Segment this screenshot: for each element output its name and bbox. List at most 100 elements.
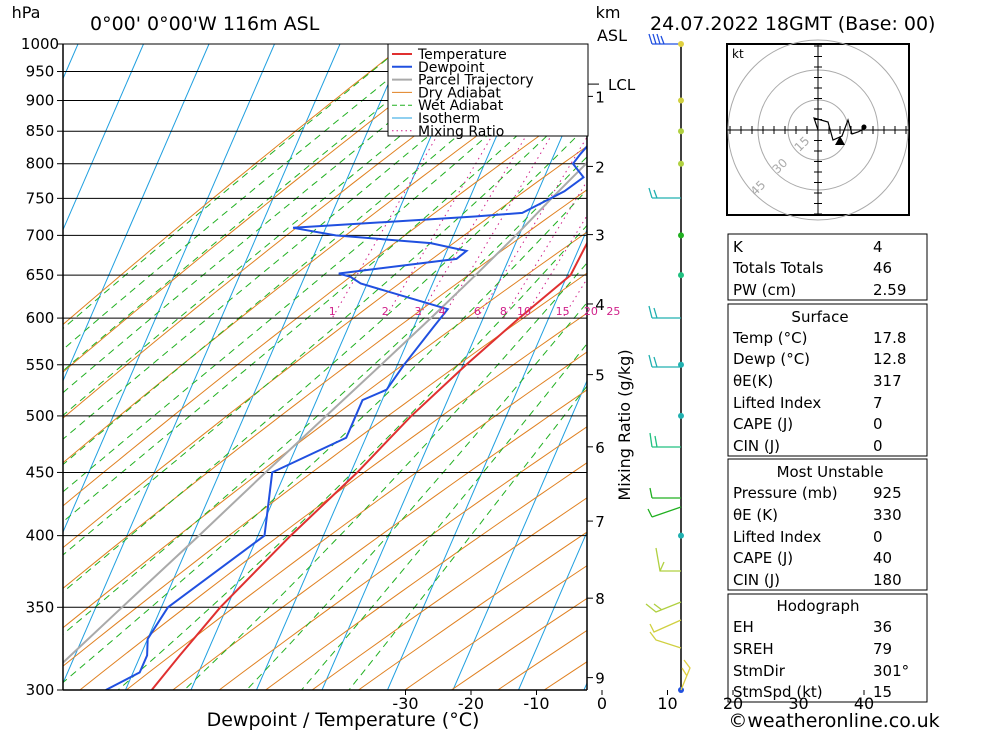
mu-cin-value: 180 — [873, 571, 902, 589]
mu-lifted-index-value: 0 — [873, 528, 883, 546]
isotherm-line — [63, 44, 144, 231]
wind-barb — [655, 547, 681, 572]
pressure-label: 500 — [26, 407, 55, 425]
km-unit-label: km — [596, 3, 621, 22]
hpa-unit-label: hPa — [12, 3, 41, 22]
wet-adiabat-line — [117, 224, 587, 690]
wind-level-dot — [678, 41, 684, 47]
indices-table: K 4 Totals Totals 46 PW (cm) 2.59 Surfac… — [727, 233, 928, 703]
mixing-ratio-label: 3 — [415, 305, 422, 318]
wind-barb — [680, 659, 691, 691]
wind-barb — [648, 354, 681, 368]
mu-cape-value: 40 — [873, 549, 892, 567]
copyright-text: ©weatheronline.co.uk — [728, 710, 939, 732]
dry-adiabat-line — [218, 426, 587, 690]
mixing-ratio-axis-label: Mixing Ratio (g/kg) — [615, 349, 634, 500]
wet-adiabat-line — [63, 96, 587, 556]
wet-adiabat-line — [63, 44, 485, 394]
legend-entry: Isotherm — [418, 111, 480, 127]
wind-barb — [649, 432, 681, 448]
surface-dewp-value: 12.8 — [873, 350, 906, 368]
km-tick-label: 3 — [595, 227, 605, 245]
pressure-label: 900 — [26, 92, 55, 110]
parcel-trajectory-line — [63, 161, 587, 664]
hodograph: kt 15 30 45 — [726, 39, 910, 221]
km-tick-label: 4 — [595, 296, 605, 314]
eh-label: EH — [733, 618, 754, 636]
pw-label: PW (cm) — [733, 281, 796, 299]
wet-adiabat-line — [246, 301, 587, 690]
mu-cape-label: CAPE (J) — [733, 549, 793, 567]
surface-cin-label: CIN (J) — [733, 437, 780, 455]
isotherm-line — [0, 44, 13, 690]
mixing-ratio-label: 25 — [606, 305, 620, 318]
legend-entry: Parcel Trajectory — [418, 73, 534, 89]
wet-adiabat-line — [63, 45, 587, 493]
isotherm-line — [518, 530, 587, 690]
mixing-ratio-label: 6 — [474, 305, 481, 318]
legend-box — [387, 43, 589, 137]
km-tick-label: 1 — [595, 88, 605, 106]
wind-level-dot — [678, 412, 684, 419]
k-index-value: 4 — [873, 238, 883, 256]
mixing-ratio-line — [384, 44, 547, 319]
hodograph-unit-label: kt — [732, 47, 744, 61]
most-unstable-box — [727, 458, 928, 591]
wind-level-dot — [678, 532, 684, 539]
pressure-label: 950 — [26, 63, 55, 81]
wet-adiabat-line — [63, 44, 564, 466]
surface-box — [727, 303, 928, 457]
location-title: 0°00' 0°00'W 116m ASL — [90, 13, 320, 35]
isotherm-line — [63, 44, 341, 685]
hodograph-point-marker — [861, 124, 867, 130]
hodograph-indices-header: Hodograph — [776, 597, 859, 615]
wind-level-dot — [678, 97, 684, 104]
surface-lifted-index-label: Lifted Index — [733, 394, 821, 412]
wind-barb — [648, 187, 681, 199]
mixing-ratio-line — [477, 136, 587, 319]
wind-barb — [647, 487, 682, 518]
dewpoint-line — [105, 144, 587, 690]
wind-level-dot — [678, 272, 684, 279]
legend-entry: Dry Adiabat — [418, 85, 501, 101]
wet-adiabat-line — [301, 343, 587, 690]
dry-adiabat-line — [63, 100, 587, 507]
wind-level-dot — [678, 128, 684, 135]
isotherm-line — [125, 44, 406, 690]
eh-value: 36 — [873, 618, 892, 636]
mu-theta-e-label: θE (K) — [733, 506, 778, 524]
hodograph-indices-box — [727, 593, 928, 703]
mu-pressure-value: 925 — [873, 484, 902, 502]
wet-adiabat-line — [63, 125, 587, 593]
pressure-label: 300 — [26, 681, 55, 699]
wind-barb — [648, 33, 681, 45]
mixing-ratio-label: 2 — [382, 305, 389, 318]
km-tick-label: 7 — [595, 513, 605, 531]
wet-adiabat-line — [183, 262, 587, 690]
pressure-label: 1000 — [21, 35, 59, 53]
mixing-ratio-label: 15 — [556, 305, 570, 318]
x-tick-label: -20 — [458, 694, 484, 713]
km-tick-label: 2 — [595, 158, 605, 176]
mixing-ratio-line — [441, 74, 587, 319]
x-tick-label: -10 — [523, 694, 549, 713]
surface-theta-e-value: 317 — [873, 372, 902, 390]
mu-theta-e-value: 330 — [873, 506, 902, 524]
pressure-label: 650 — [26, 266, 55, 284]
hodograph-trace — [813, 117, 867, 141]
isotherm-line — [387, 228, 587, 690]
totals-totals-value: 46 — [873, 259, 892, 277]
legend-entry: Temperature — [417, 47, 507, 63]
mixing-ratio-label: 10 — [517, 305, 531, 318]
stmdir-label: StmDir — [733, 662, 786, 680]
stmspd-value: 15 — [873, 683, 892, 701]
km-tick-label: 6 — [595, 439, 605, 457]
mixing-ratio-label: 20 — [584, 305, 598, 318]
wet-adiabat-line — [63, 44, 433, 351]
surface-cape-label: CAPE (J) — [733, 415, 793, 433]
x-tick-label: 10 — [657, 694, 677, 713]
pw-value: 2.59 — [873, 281, 906, 299]
x-tick-label: 0 — [597, 694, 607, 713]
